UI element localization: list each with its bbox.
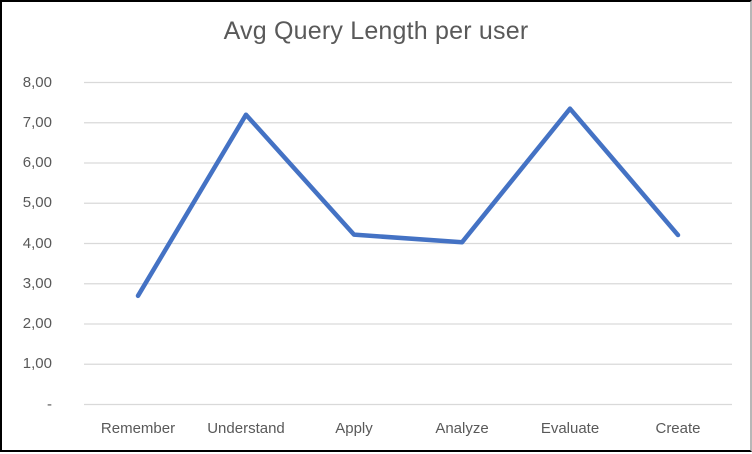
chart-title: Avg Query Length per user	[223, 17, 529, 45]
series-line	[135, 106, 681, 299]
